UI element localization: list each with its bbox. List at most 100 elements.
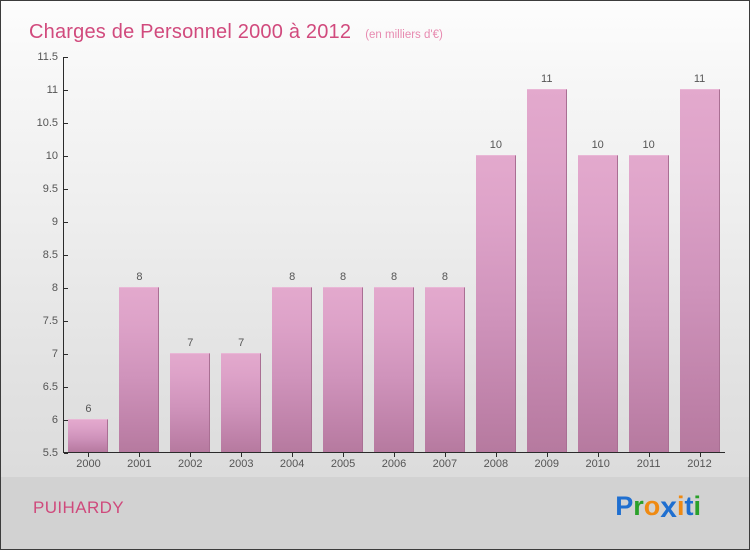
logo-letter: t [684, 491, 694, 521]
y-axis-tick [64, 90, 68, 91]
x-axis-tick [394, 453, 395, 457]
bar[interactable] [577, 155, 618, 452]
x-axis-label: 2009 [534, 458, 560, 470]
x-axis-tick [139, 453, 141, 457]
x-axis-tick [699, 453, 701, 457]
y-axis-label: 9.5 [42, 183, 58, 195]
bar[interactable] [526, 89, 567, 452]
bar-value-label: 11 [541, 73, 553, 85]
plot-area: 5.5 6 6.5 7 7.5 8 8.5 9 9.5 10 10.5 11 11.5 6 8 7 7 8 8 8 8… [37, 51, 725, 470]
x-axis-label: 2011 [636, 458, 661, 470]
bar-item[interactable]: 10 [577, 139, 618, 452]
bar-value-label: 8 [340, 271, 347, 283]
x-axis-tick [495, 453, 497, 457]
bar-value-label: 11 [693, 73, 706, 85]
bar-item[interactable]: 7 [221, 337, 262, 452]
x-axis-label: 2002 [178, 458, 203, 470]
bar-value-label: 7 [238, 337, 245, 349]
bar-item[interactable]: 8 [323, 271, 364, 452]
bar[interactable] [68, 419, 109, 452]
y-axis-tick [64, 123, 68, 124]
y-axis-line [63, 57, 64, 453]
y-axis-tick [64, 156, 68, 157]
y-axis-label: 11.5 [37, 51, 58, 63]
x-axis-label: 2000 [76, 458, 101, 470]
y-axis-tick [64, 189, 68, 190]
x-axis-label: 2001 [127, 458, 152, 470]
x-axis-tick [292, 453, 294, 457]
y-axis-label: 6 [51, 414, 58, 426]
bar[interactable] [170, 353, 211, 452]
y-axis-label: 10 [45, 150, 58, 162]
x-axis-label: 2010 [585, 458, 610, 470]
y-axis-label: 7 [51, 348, 58, 360]
y-axis-label: 10.5 [36, 117, 58, 129]
bar-value-label: 10 [591, 139, 604, 151]
x-axis-tick [648, 453, 650, 457]
x-axis-tick [241, 453, 243, 457]
x-axis-tick [190, 453, 192, 457]
bar-item[interactable]: 10 [628, 139, 669, 452]
bar-value-label: 10 [642, 139, 655, 151]
y-axis-tick [64, 387, 68, 388]
bar-item[interactable]: 8 [119, 271, 160, 452]
y-axis-label: 7.5 [42, 315, 58, 327]
y-axis-label: 8 [51, 282, 58, 294]
x-axis-label: 2008 [483, 458, 509, 470]
y-axis-tick [64, 420, 68, 421]
bar-value-label: 6 [85, 403, 92, 415]
y-axis-tick [64, 321, 68, 322]
bar[interactable] [475, 155, 516, 452]
bar[interactable] [679, 89, 720, 452]
bar-value-label: 8 [390, 271, 398, 283]
y-axis-tick [64, 453, 68, 454]
x-axis-label: 2007 [432, 458, 458, 470]
x-axis-tick [444, 453, 446, 457]
logo-letter: i [676, 491, 685, 521]
bar-item[interactable]: 11 [526, 73, 567, 452]
location-name: PUIHARDY [33, 498, 125, 517]
bar[interactable] [221, 353, 262, 452]
y-axis-label: 11 [46, 84, 58, 96]
logo-letter: o [643, 491, 661, 521]
chart-upper-panel: Charges de Personnel 2000 à 2012 (en mil… [1, 1, 749, 477]
y-axis-label: 6.5 [42, 381, 58, 393]
y-axis-tick [64, 354, 68, 355]
bar-value-label: 8 [136, 271, 143, 283]
bar-item[interactable]: 10 [475, 139, 516, 452]
bar[interactable] [323, 287, 364, 452]
x-axis-label: 2004 [279, 458, 305, 470]
chart-subtitle: (en milliers d'€) [365, 29, 443, 41]
chart-footer: PUIHARDY Proxiti [1, 477, 749, 549]
bar[interactable] [424, 287, 465, 452]
bar-item[interactable]: 6 [68, 403, 109, 452]
bar-value-label: 8 [289, 271, 296, 283]
page-title: Charges de Personnel 2000 à 2012 [29, 21, 352, 43]
proxiti-logo[interactable]: Proxiti [615, 491, 701, 524]
bar-item[interactable]: 8 [424, 272, 465, 452]
bar[interactable] [374, 287, 414, 452]
bar-item[interactable]: 8 [374, 272, 414, 452]
y-axis-label: 5.5 [42, 447, 58, 459]
logo-letter: r [633, 491, 644, 521]
bar-item[interactable]: 8 [272, 271, 313, 452]
bar[interactable] [272, 287, 313, 452]
bar-item[interactable]: 11 [679, 73, 720, 452]
x-axis-tick [88, 453, 90, 457]
x-axis-label: 2005 [330, 458, 356, 470]
chart-header: Charges de Personnel 2000 à 2012 (en mil… [1, 1, 749, 42]
bar-item[interactable]: 7 [170, 337, 211, 452]
logo-letter: x [660, 491, 677, 524]
y-axis-tick [64, 255, 68, 256]
y-axis-label: 9 [51, 216, 58, 228]
y-axis-tick [64, 57, 68, 58]
bar-value-label: 7 [187, 337, 194, 349]
bar-value-label: 10 [489, 139, 502, 151]
logo-letter: i [693, 491, 701, 521]
bar[interactable] [628, 155, 669, 452]
x-axis-line [63, 452, 725, 453]
y-axis-tick [64, 222, 68, 223]
x-axis-tick [597, 453, 599, 457]
bar[interactable] [119, 287, 160, 452]
